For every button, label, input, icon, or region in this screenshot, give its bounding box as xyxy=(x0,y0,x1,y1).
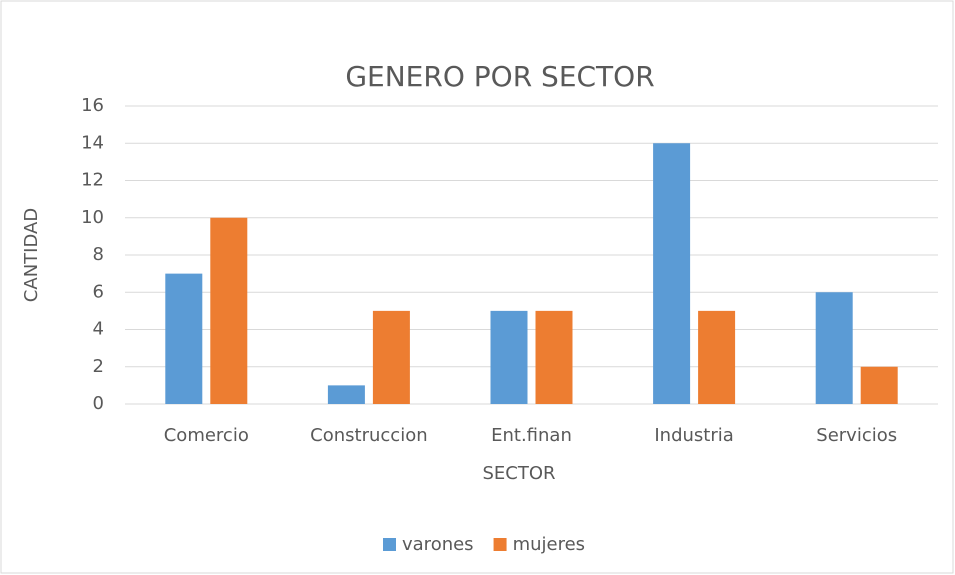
chart-title: GENERO POR SECTOR xyxy=(345,60,654,93)
bar xyxy=(653,143,691,404)
y-tick-label: 8 xyxy=(93,244,104,265)
x-tick-label: Construccion xyxy=(310,425,427,446)
bar xyxy=(165,273,203,404)
bar xyxy=(860,366,898,404)
legend-swatch xyxy=(493,538,507,551)
legend-swatch xyxy=(383,538,396,551)
legend-label: mujeres xyxy=(513,534,585,555)
y-tick-label: 0 xyxy=(93,393,104,414)
y-tick-label: 2 xyxy=(93,356,104,377)
y-axis-title: CANTIDAD xyxy=(21,208,42,302)
y-tick-label: 16 xyxy=(81,95,104,116)
bar xyxy=(815,292,853,404)
x-tick-label: Industria xyxy=(654,425,733,446)
legend-label: varones xyxy=(402,534,474,555)
bar xyxy=(698,310,736,404)
y-tick-label: 4 xyxy=(93,319,104,340)
x-tick-label: Servicios xyxy=(816,425,897,446)
bar xyxy=(490,310,528,404)
x-tick-label: Ent.finan xyxy=(491,425,572,446)
bar xyxy=(210,217,248,404)
bar xyxy=(535,310,573,404)
x-axis-title: SECTOR xyxy=(482,463,555,484)
bar xyxy=(372,310,410,404)
bar xyxy=(327,385,365,404)
y-tick-label: 12 xyxy=(81,170,104,191)
x-tick-label: Comercio xyxy=(164,425,249,446)
y-tick-label: 14 xyxy=(81,132,104,153)
y-tick-label: 6 xyxy=(93,281,104,302)
y-tick-label: 10 xyxy=(81,207,104,228)
